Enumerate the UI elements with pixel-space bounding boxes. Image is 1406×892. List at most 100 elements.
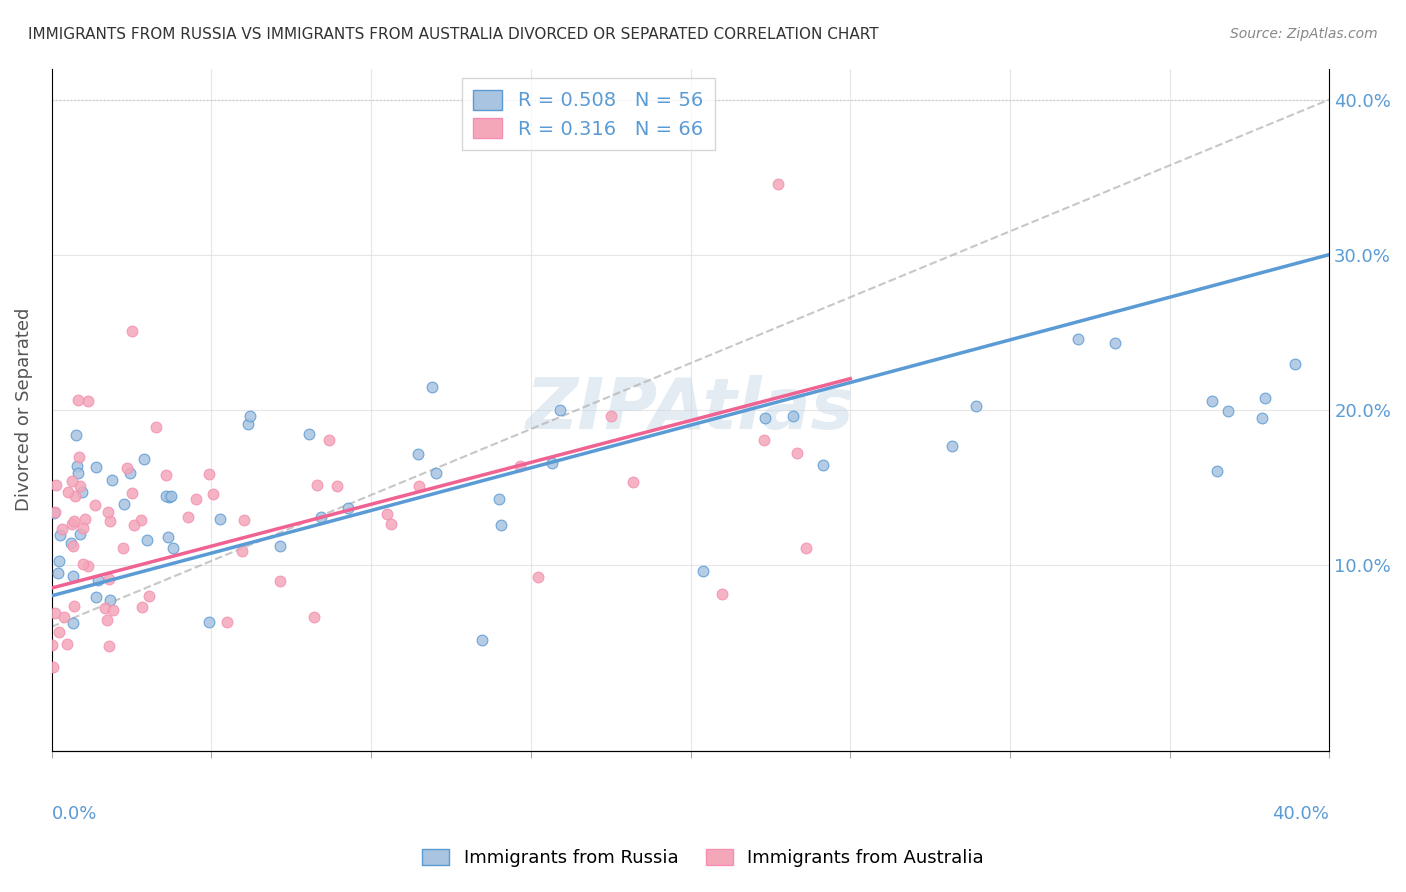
Point: [794, 541, 817, 556]
Point: [98, 593, 121, 607]
Point: [548, 403, 571, 417]
Point: [96, 505, 118, 519]
Point: [84, 590, 107, 604]
Point: [217, 615, 239, 629]
Point: [73, 512, 96, 526]
Point: [56, 637, 79, 651]
Point: [184, 491, 207, 506]
Point: [48, 554, 70, 568]
Point: [1284, 357, 1306, 371]
Point: [269, 539, 291, 553]
Point: [965, 400, 987, 414]
Point: [177, 509, 200, 524]
Point: [198, 615, 221, 630]
Point: [53, 610, 76, 624]
Point: [489, 517, 512, 532]
Point: [208, 512, 231, 526]
Point: [941, 439, 963, 453]
Point: [121, 324, 143, 338]
Point: [201, 487, 224, 501]
Text: IMMIGRANTS FROM RUSSIA VS IMMIGRANTS FROM AUSTRALIA DIVORCED OR SEPARATED CORREL: IMMIGRANTS FROM RUSSIA VS IMMIGRANTS FRO…: [28, 27, 879, 42]
Point: [60, 474, 83, 488]
Point: [408, 478, 430, 492]
Legend: R = 0.508   N = 56, R = 0.316   N = 66: R = 0.508 N = 56, R = 0.316 N = 66: [461, 78, 716, 151]
Text: ZIPAtlas: ZIPAtlas: [526, 376, 855, 444]
Point: [62, 539, 84, 553]
Point: [160, 489, 183, 503]
Text: 0.0%: 0.0%: [52, 805, 97, 823]
Point: [155, 489, 177, 503]
Point: [138, 589, 160, 603]
Point: [135, 533, 157, 548]
Point: [112, 541, 135, 556]
Point: [44, 506, 66, 520]
Point: [100, 473, 122, 487]
Point: [59, 535, 82, 549]
Point: [66, 466, 89, 480]
Point: [162, 541, 184, 555]
Point: [62, 615, 84, 630]
Point: [380, 516, 402, 531]
Point: [157, 530, 180, 544]
Point: [70, 484, 93, 499]
Point: [98, 572, 121, 586]
Point: [63, 514, 86, 528]
Point: [45, 478, 67, 492]
Point: [307, 478, 329, 492]
Point: [60, 517, 83, 532]
Y-axis label: Divorced or Separated: Divorced or Separated: [15, 308, 32, 511]
Point: [62, 568, 84, 582]
Point: [509, 459, 531, 474]
Point: [298, 427, 321, 442]
Point: [84, 460, 107, 475]
Point: [49, 528, 72, 542]
Point: [48, 624, 70, 639]
Text: 40.0%: 40.0%: [1272, 805, 1329, 823]
Point: [1254, 392, 1277, 406]
Point: [42, 659, 65, 673]
Point: [621, 475, 644, 490]
Point: [77, 559, 100, 574]
Legend: Immigrants from Russia, Immigrants from Australia: Immigrants from Russia, Immigrants from …: [415, 841, 991, 874]
Point: [766, 177, 789, 191]
Point: [72, 521, 94, 535]
Point: [97, 640, 120, 654]
Point: [58, 485, 80, 500]
Point: [155, 467, 177, 482]
Point: [157, 490, 180, 504]
Point: [325, 479, 347, 493]
Point: [65, 428, 87, 442]
Point: [302, 610, 325, 624]
Point: [96, 613, 118, 627]
Point: [541, 456, 564, 470]
Point: [782, 409, 804, 423]
Text: Source: ZipAtlas.com: Source: ZipAtlas.com: [1230, 27, 1378, 41]
Point: [46, 566, 69, 580]
Point: [131, 599, 153, 614]
Point: [238, 417, 260, 431]
Point: [115, 460, 138, 475]
Point: [44, 505, 66, 519]
Point: [98, 514, 121, 528]
Point: [118, 466, 141, 480]
Point: [69, 527, 91, 541]
Point: [420, 380, 443, 394]
Point: [1104, 335, 1126, 350]
Point: [112, 497, 135, 511]
Point: [132, 452, 155, 467]
Point: [76, 394, 98, 409]
Point: [1216, 404, 1239, 418]
Point: [600, 409, 623, 423]
Point: [375, 507, 398, 521]
Point: [121, 486, 143, 500]
Point: [471, 632, 494, 647]
Point: [83, 498, 105, 512]
Point: [406, 447, 429, 461]
Point: [425, 466, 447, 480]
Point: [124, 518, 146, 533]
Point: [101, 603, 124, 617]
Point: [69, 478, 91, 492]
Point: [63, 489, 86, 503]
Point: [94, 600, 117, 615]
Point: [72, 557, 94, 571]
